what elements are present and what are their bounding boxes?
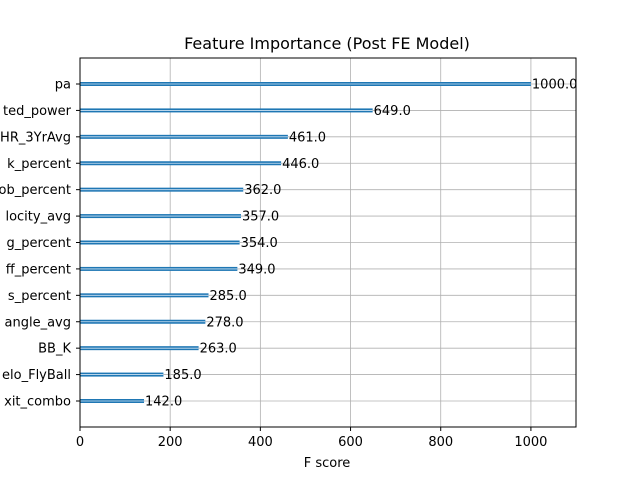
y-tick-label-11: elo_FlyBall [2,368,71,383]
x-tick-label-0: 0 [76,435,84,450]
x-tick-label-3: 600 [338,435,363,450]
y-tick-label-12: xit_combo [4,395,71,410]
x-tick-label-5: 1000 [514,435,547,450]
y-tick-label-1: ted_power [3,104,72,119]
y-tick-label-6: g_percent [6,236,71,251]
y-tick-label-7: ff_percent [6,262,71,277]
x-axis-title: F score [304,456,351,471]
value-label-6: 354.0 [241,236,278,251]
value-label-7: 349.0 [238,262,275,277]
y-tick-label-10: BB_K [38,342,71,357]
y-tick-label-3: k_percent [7,157,71,172]
value-label-4: 362.0 [244,183,281,198]
y-tick-labels: pa ted_power HR_3YrAvg k_percent ob_percentl… [0,78,72,410]
value-label-3: 446.0 [282,157,319,172]
value-label-0: 1000.0 [532,78,578,93]
value-label-1: 649.0 [374,104,411,119]
x-tick-label-4: 800 [428,435,453,450]
y-tick-label-0: pa [55,78,71,93]
value-label-5: 357.0 [242,210,279,225]
value-label-9: 278.0 [206,315,243,330]
y-tick-label-4: ob_percent [0,183,71,198]
x-tick-label-2: 400 [248,435,273,450]
y-tick-label-8: s_percent [8,289,71,304]
chart-title: Feature Importance (Post FE Model) [184,34,470,53]
y-tick-label-5: locity_avg [5,210,71,225]
value-label-10: 263.0 [200,342,237,357]
value-label-2: 461.0 [289,130,326,145]
y-tick-label-9: angle_avg [5,315,71,330]
x-tick-label-1: 200 [158,435,183,450]
value-label-11: 185.0 [164,368,201,383]
value-label-8: 285.0 [210,289,247,304]
value-label-12: 142.0 [145,395,182,410]
y-tick-label-2: HR_3YrAvg [0,130,71,145]
